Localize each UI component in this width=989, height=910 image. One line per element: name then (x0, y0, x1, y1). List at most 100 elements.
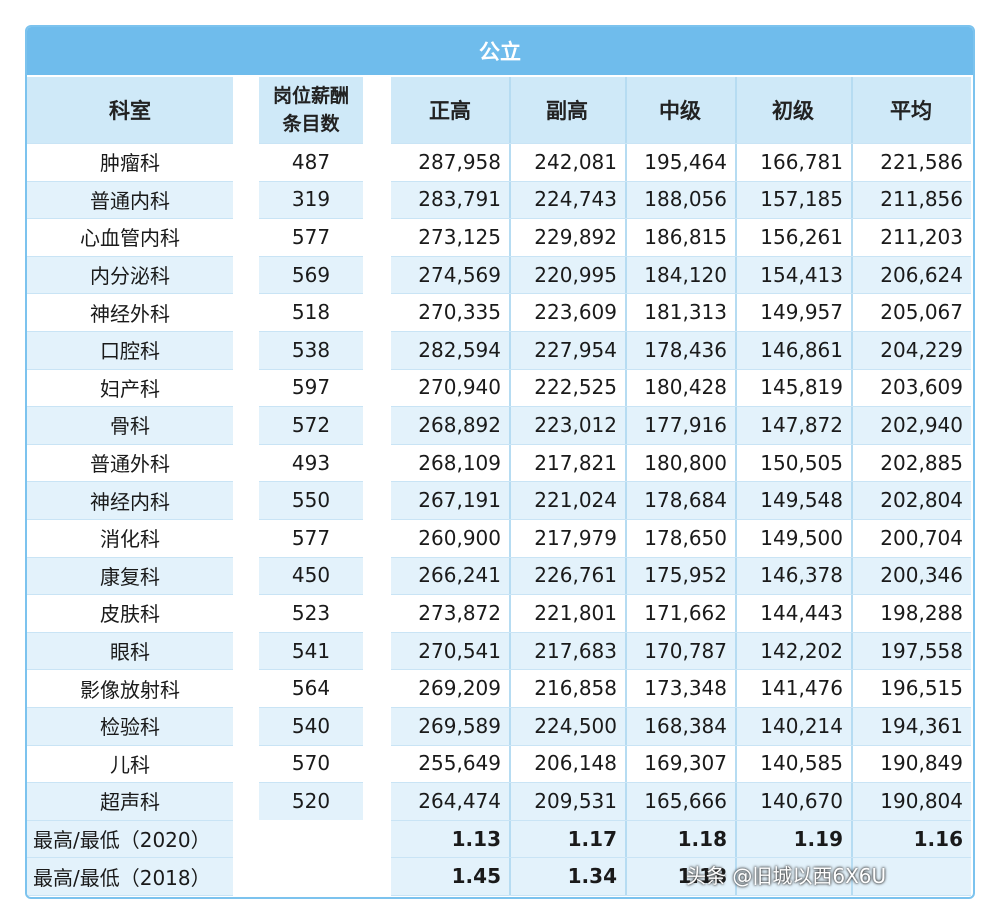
summary-label: 最高/最低（2018） (27, 857, 233, 895)
row-value: 223,012 (509, 406, 625, 444)
row-value: 146,861 (735, 331, 851, 369)
row-value: 140,670 (735, 782, 851, 820)
column-divider (851, 77, 853, 895)
row-divider (27, 895, 233, 896)
row-divider (259, 519, 363, 520)
summary-value: 1.45 (391, 857, 509, 895)
row-value: 221,024 (509, 481, 625, 519)
row-divider (259, 444, 363, 445)
row-divider (259, 594, 363, 595)
summary-value: 1.18 (625, 819, 735, 858)
row-dept: 康复科 (27, 556, 233, 595)
row-value: 283,791 (391, 180, 509, 219)
row-value: 211,856 (851, 180, 971, 219)
row-divider (259, 293, 363, 294)
row-divider (27, 406, 233, 407)
row-count: 487 (259, 143, 363, 181)
row-value: 149,957 (735, 293, 851, 331)
row-dept: 普通外科 (27, 443, 233, 482)
row-divider (259, 632, 363, 633)
row-value: 217,979 (509, 519, 625, 557)
row-value: 142,202 (735, 631, 851, 670)
row-divider (27, 444, 233, 445)
row-value: 170,787 (625, 631, 735, 670)
row-count: 523 (259, 594, 363, 632)
row-divider (391, 256, 971, 257)
table-title: 公立 (27, 27, 973, 75)
row-divider (391, 632, 971, 633)
row-value: 217,821 (509, 443, 625, 482)
row-value: 204,229 (851, 331, 971, 369)
header-level-3: 初级 (735, 77, 851, 143)
row-divider (391, 895, 971, 896)
row-value: 217,683 (509, 631, 625, 670)
row-value: 200,346 (851, 556, 971, 595)
row-count: 577 (259, 519, 363, 557)
row-divider (27, 632, 233, 633)
row-divider (391, 481, 971, 482)
row-value: 287,958 (391, 143, 509, 181)
header-dept: 科室 (27, 77, 233, 143)
row-value: 221,801 (509, 594, 625, 632)
summary-blank (233, 819, 391, 858)
row-divider (27, 143, 233, 144)
summary-label: 最高/最低（2020） (27, 819, 233, 858)
row-value: 222,525 (509, 368, 625, 407)
row-divider (259, 369, 363, 370)
row-value: 211,203 (851, 218, 971, 256)
row-divider (27, 782, 233, 783)
column-divider (735, 77, 737, 895)
row-value: 149,500 (735, 519, 851, 557)
row-divider (27, 369, 233, 370)
row-value: 267,191 (391, 481, 509, 519)
row-value: 224,743 (509, 180, 625, 219)
row-value: 209,531 (509, 782, 625, 820)
row-divider (391, 782, 971, 783)
column-divider (509, 77, 511, 895)
row-divider (259, 406, 363, 407)
row-divider (391, 181, 971, 182)
row-value: 206,148 (509, 744, 625, 783)
row-value: 144,443 (735, 594, 851, 632)
row-divider (391, 293, 971, 294)
row-divider (27, 857, 233, 858)
row-value: 168,384 (625, 707, 735, 745)
summary-value (735, 857, 851, 895)
row-dept: 神经外科 (27, 293, 233, 331)
row-divider (27, 745, 233, 746)
row-value: 140,585 (735, 744, 851, 783)
row-divider (27, 256, 233, 257)
row-divider (259, 782, 363, 783)
summary-blank (233, 857, 391, 895)
row-divider (27, 481, 233, 482)
row-value: 260,900 (391, 519, 509, 557)
row-dept: 普通内科 (27, 180, 233, 219)
row-count: 319 (259, 180, 363, 219)
row-value: 156,261 (735, 218, 851, 256)
row-value: 202,940 (851, 406, 971, 444)
row-divider (27, 181, 233, 182)
row-divider (259, 745, 363, 746)
summary-value: 1.18 (625, 857, 735, 895)
row-value: 196,515 (851, 669, 971, 707)
row-value: 269,589 (391, 707, 509, 745)
row-value: 190,849 (851, 744, 971, 783)
row-value: 195,464 (625, 143, 735, 181)
row-count: 520 (259, 782, 363, 820)
row-divider (259, 143, 363, 144)
row-divider (27, 669, 233, 670)
header-item-count-line2: 条目数 (282, 113, 340, 135)
row-value: 194,361 (851, 707, 971, 745)
column-divider (625, 77, 627, 895)
row-divider (27, 707, 233, 708)
row-value: 169,307 (625, 744, 735, 783)
row-value: 221,586 (851, 143, 971, 181)
row-count: 550 (259, 481, 363, 519)
row-divider (27, 218, 233, 219)
row-divider (391, 406, 971, 407)
row-value: 190,804 (851, 782, 971, 820)
row-dept: 眼科 (27, 631, 233, 670)
row-dept: 妇产科 (27, 368, 233, 407)
row-value: 165,666 (625, 782, 735, 820)
row-value: 203,609 (851, 368, 971, 407)
